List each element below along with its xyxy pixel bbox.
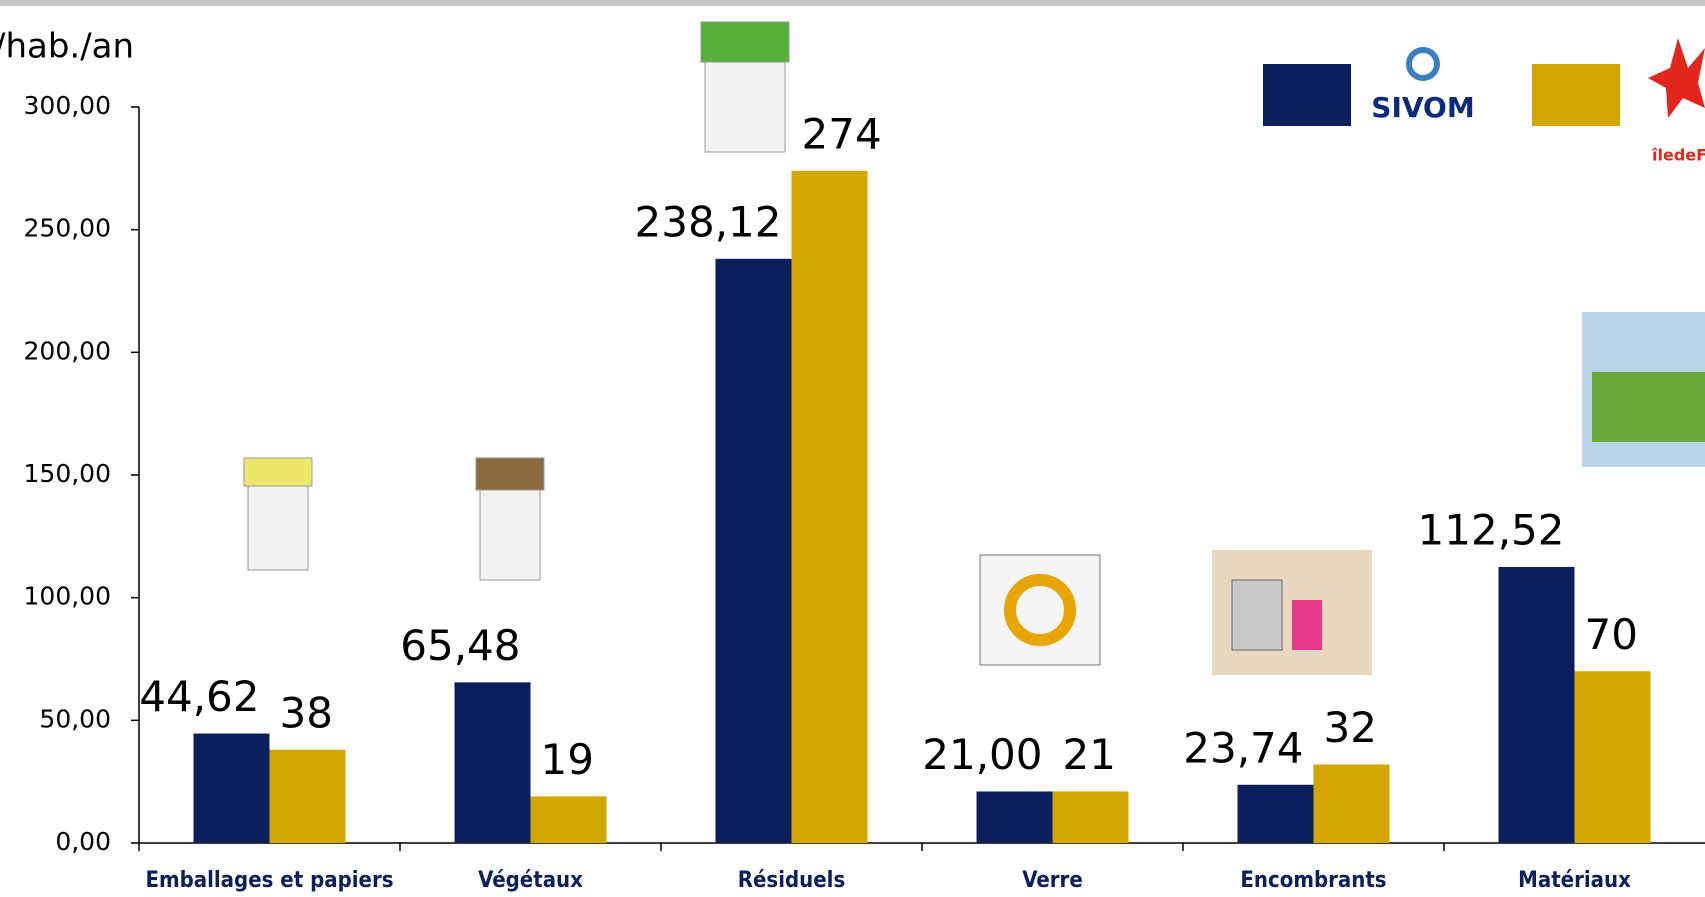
data-label: 70	[1585, 610, 1638, 659]
bar	[716, 259, 792, 843]
data-label: 21,00	[922, 730, 1042, 779]
bar	[1575, 671, 1651, 843]
x-tick-label: Verre	[1022, 868, 1083, 893]
sivom-logo: SIVOM	[1371, 50, 1474, 124]
data-label: 65,48	[400, 621, 520, 670]
glass-container	[980, 555, 1100, 665]
data-label: 23,74	[1183, 723, 1303, 772]
data-label: 238,12	[635, 197, 782, 246]
bar	[455, 682, 531, 843]
legend-swatch	[1532, 64, 1620, 126]
bar	[1499, 567, 1575, 843]
bar	[977, 791, 1053, 843]
y-tick-label: 250,00	[24, 214, 111, 243]
y-tick-label: 100,00	[24, 582, 111, 611]
green-bin	[701, 22, 789, 152]
brown-bin	[476, 458, 544, 580]
data-label: 38	[280, 688, 333, 737]
data-label: 44,62	[139, 672, 259, 721]
bar	[1238, 785, 1314, 843]
data-label: 19	[541, 735, 594, 784]
y-tick-label: 200,00	[24, 336, 111, 365]
x-tick-label: Végétaux	[478, 868, 583, 893]
bar	[792, 171, 868, 843]
data-label: 21	[1063, 730, 1116, 779]
x-tick-label: Encombrants	[1240, 868, 1386, 893]
y-tick-label: 300,00	[24, 91, 111, 120]
skip-illustration	[1582, 312, 1705, 467]
idf-logo: îledeF	[1648, 38, 1705, 165]
x-tick-label: Résiduels	[738, 868, 846, 893]
bulky-items	[1212, 550, 1372, 675]
bar	[1053, 791, 1129, 843]
y-axis-label: /hab./an	[0, 27, 134, 67]
y-tick-label: 50,00	[39, 704, 111, 733]
bar	[270, 750, 346, 843]
x-tick-label: Emballages et papiers	[145, 868, 393, 893]
decorations: SIVOM îledeF	[244, 22, 1705, 675]
legend-label: SIVOM	[1371, 91, 1474, 124]
data-label: 32	[1324, 703, 1377, 752]
x-tick-label: Matériaux	[1518, 868, 1631, 893]
top-border	[0, 0, 1705, 6]
chart: /hab./an SIVOM	[0, 0, 1705, 897]
y-tick-label: 150,00	[24, 459, 111, 488]
legend-label: îledeF	[1651, 146, 1705, 165]
data-label: 112,52	[1418, 505, 1565, 554]
legend-swatch	[1263, 64, 1351, 126]
bar	[1314, 764, 1390, 843]
yellow-bin	[244, 458, 312, 570]
y-tick-label: 0,00	[55, 827, 111, 856]
data-label: 274	[802, 109, 882, 158]
bar	[194, 734, 270, 843]
bar	[531, 796, 607, 843]
